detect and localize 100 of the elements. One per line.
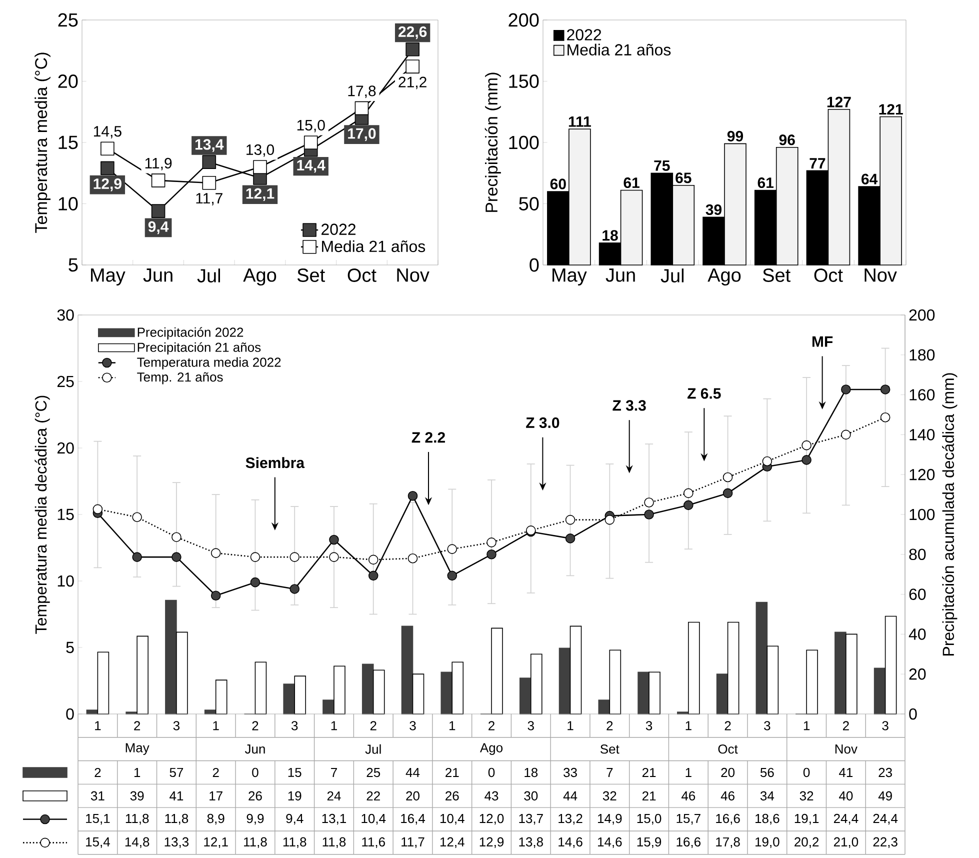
data-label: 18 <box>602 230 618 241</box>
data-label: 15 <box>288 768 302 778</box>
bar <box>176 632 188 714</box>
data-label: 9,4 <box>286 814 304 825</box>
point <box>202 176 216 190</box>
data-label: 12,1 <box>204 837 228 848</box>
legend-label: Precipitación 2022 <box>138 327 244 340</box>
point <box>565 514 576 525</box>
point <box>202 155 216 169</box>
annotation: Siembra <box>246 457 305 468</box>
legend-label: Temp. 21 años <box>137 372 223 384</box>
legend-label: Media 21 años <box>568 44 671 56</box>
data-label: 10,4 <box>440 814 464 825</box>
data-label: 25 <box>366 768 380 778</box>
y-tick-label: 150 <box>509 74 539 88</box>
y-tick-label: 5 <box>66 642 74 654</box>
data-label: 39 <box>130 791 144 800</box>
point <box>368 570 378 581</box>
x-tick-label: 2 <box>488 721 494 730</box>
bar <box>491 628 503 714</box>
data-label: 61 <box>624 177 640 188</box>
data-label: 20 <box>721 768 735 778</box>
x-tick-label: Jun <box>143 268 172 282</box>
point <box>406 42 420 56</box>
legend-label: Media 21 años <box>322 240 426 252</box>
point <box>722 488 733 498</box>
data-label: 43 <box>484 791 498 800</box>
data-label: 15,0 <box>637 814 662 825</box>
y-tick-label: 100 <box>509 136 539 150</box>
bar <box>806 650 818 714</box>
data-label: 2 <box>212 768 219 778</box>
data-label: 12,9 <box>480 837 504 848</box>
data-label: 11,8 <box>165 814 188 825</box>
x-tick-label: Jul <box>660 268 684 282</box>
data-label: 32 <box>602 791 616 800</box>
data-label: 17,8 <box>716 837 740 848</box>
x-tick-label: 3 <box>882 721 888 730</box>
data-label: 11,8 <box>244 837 267 848</box>
legend-label: Temperatura media 2022 <box>137 357 281 370</box>
point <box>880 384 890 394</box>
x-tick-label: 2 <box>606 721 613 730</box>
point <box>253 160 267 174</box>
bar <box>283 684 295 714</box>
data-label: 9,4 <box>148 221 169 234</box>
x-tick-label: 2 <box>724 721 731 730</box>
y2-tick-label: 140 <box>910 429 935 440</box>
data-label: 21 <box>642 791 656 800</box>
point <box>408 490 418 501</box>
x-tick-label: Oct <box>348 268 376 282</box>
point <box>368 554 378 565</box>
data-label: 11,8 <box>322 837 346 848</box>
x-tick-label: Oct <box>814 268 843 282</box>
bar <box>362 664 374 714</box>
data-label: 2 <box>94 768 101 778</box>
data-label: 7 <box>331 768 337 777</box>
data-label: 14,8 <box>125 837 150 848</box>
point <box>762 456 772 466</box>
bar <box>884 616 897 714</box>
bar <box>294 676 306 714</box>
text: Jul <box>365 744 381 754</box>
bar <box>756 602 768 714</box>
bar <box>846 634 858 714</box>
x-tick-label: 3 <box>646 721 652 730</box>
data-label: 15,4 <box>86 837 110 848</box>
y-tick-label: 20 <box>58 74 78 88</box>
x-tick-label: 1 <box>95 721 101 730</box>
point <box>447 570 458 581</box>
point <box>132 552 142 562</box>
data-label: 11,8 <box>283 837 306 848</box>
data-label: 15,0 <box>297 120 325 132</box>
data-label: 46 <box>720 791 734 800</box>
bar <box>638 672 650 714</box>
x-tick-label: 1 <box>804 721 810 730</box>
data-label: 22,3 <box>873 837 898 848</box>
point <box>172 532 182 542</box>
data-label: 22,6 <box>398 26 427 40</box>
bar <box>519 678 532 714</box>
y-tick-label: 25 <box>58 13 78 27</box>
y-tick-label: 5 <box>68 258 78 272</box>
point <box>684 500 694 510</box>
data-label: 64 <box>862 174 878 184</box>
x-tick-label: May <box>91 268 126 286</box>
data-label: 49 <box>878 791 892 800</box>
bar <box>609 650 622 714</box>
data-label: 77 <box>810 158 826 168</box>
data-label: 17,0 <box>348 128 376 141</box>
bar <box>334 666 346 714</box>
point <box>290 552 300 562</box>
legend-label: Precipitación 21 años <box>138 342 261 355</box>
y-axis-title: Precipitación (mm) <box>484 72 501 212</box>
y2-tick-label: 20 <box>909 668 926 680</box>
bar <box>254 662 267 714</box>
bar <box>165 600 177 714</box>
data-label: 24,4 <box>834 814 858 825</box>
point <box>210 548 221 558</box>
point <box>722 472 733 482</box>
data-label: 60 <box>550 178 566 190</box>
data-label: 17,8 <box>348 86 376 98</box>
y-tick-label: 15 <box>58 136 78 150</box>
point <box>802 440 812 450</box>
